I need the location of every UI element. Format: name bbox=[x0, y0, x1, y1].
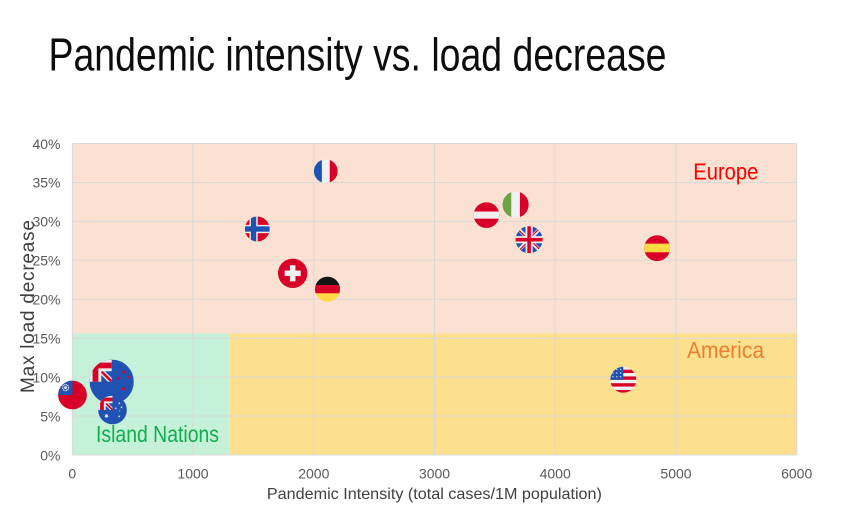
svg-text:25%: 25% bbox=[32, 253, 60, 269]
svg-text:5%: 5% bbox=[40, 408, 60, 424]
svg-text:3000: 3000 bbox=[419, 466, 450, 482]
svg-text:2000: 2000 bbox=[298, 466, 329, 482]
svg-text:5000: 5000 bbox=[660, 466, 691, 482]
svg-text:0: 0 bbox=[68, 466, 76, 482]
svg-text:30%: 30% bbox=[32, 214, 60, 230]
svg-text:40%: 40% bbox=[32, 136, 60, 152]
svg-text:Max load decrease: Max load decrease bbox=[18, 220, 39, 393]
svg-text:0%: 0% bbox=[40, 447, 60, 463]
svg-text:Island Nations: Island Nations bbox=[96, 421, 219, 447]
svg-text:15%: 15% bbox=[32, 331, 60, 347]
svg-text:1000: 1000 bbox=[177, 466, 208, 482]
svg-text:6000: 6000 bbox=[781, 466, 812, 482]
svg-text:10%: 10% bbox=[32, 369, 60, 385]
svg-text:America: America bbox=[687, 337, 764, 363]
svg-text:35%: 35% bbox=[32, 175, 60, 191]
svg-text:Europe: Europe bbox=[693, 159, 758, 185]
svg-text:20%: 20% bbox=[32, 292, 60, 308]
svg-text:4000: 4000 bbox=[540, 466, 571, 482]
svg-text:Pandemic intensity vs. load de: Pandemic intensity vs. load decrease bbox=[49, 29, 667, 81]
svg-text:Pandemic Intensity (total case: Pandemic Intensity (total cases/1M popul… bbox=[267, 486, 602, 503]
